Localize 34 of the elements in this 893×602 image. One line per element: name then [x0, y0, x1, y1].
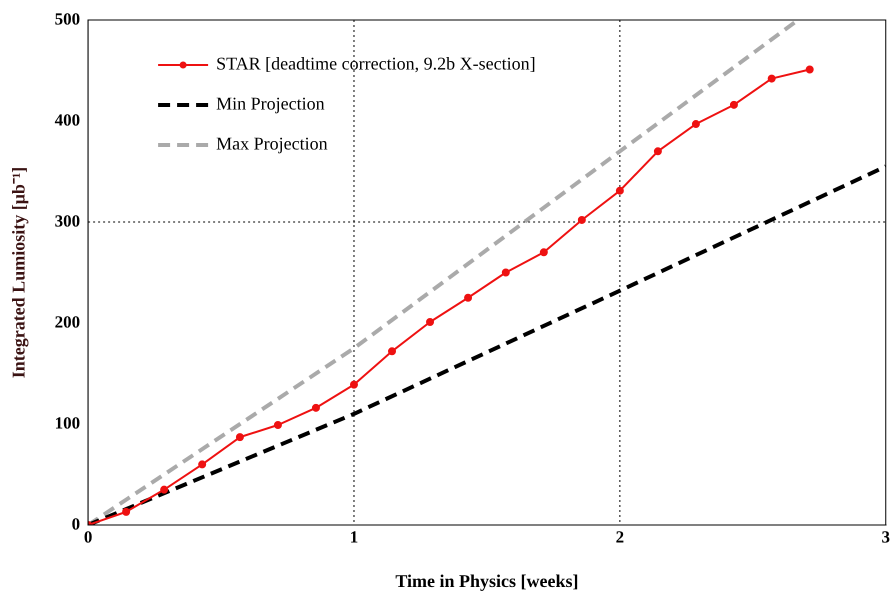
y-tick-label: 0: [72, 514, 80, 534]
point: [122, 508, 130, 516]
point: [274, 421, 282, 430]
point: [426, 318, 434, 326]
point: [388, 347, 396, 356]
point: [540, 248, 548, 256]
point: [198, 460, 206, 468]
y-tick-label: 500: [54, 9, 80, 28]
legend-label: Max Projection: [216, 134, 328, 154]
legend-label: Min Projection: [216, 94, 325, 114]
point: [768, 74, 776, 83]
point: [312, 404, 320, 412]
point: [160, 486, 168, 494]
point: [654, 147, 662, 156]
point: [236, 433, 244, 442]
x-tick-label: 2: [616, 528, 624, 547]
point: [350, 380, 358, 389]
point: [806, 65, 814, 74]
y-tick-label: 100: [54, 413, 80, 432]
y-tick-label: 200: [54, 312, 80, 332]
y-tick-label: 400: [54, 110, 80, 130]
point: [730, 100, 738, 109]
point: [692, 120, 700, 128]
point: [502, 268, 510, 276]
x-tick-label: 3: [882, 528, 890, 547]
legend-label: STAR [deadtime correction, 9.2b X-section]: [216, 54, 536, 74]
x-tick-label: 0: [84, 528, 92, 547]
point: [578, 216, 586, 224]
point: [616, 186, 624, 195]
y-tick-label: 300: [54, 211, 80, 230]
y-axis-title: Integrated Lumiosity [μb⁻¹]: [8, 166, 28, 378]
x-tick-label: 1: [350, 528, 358, 547]
x-axis-title: Time in Physics [weeks]: [395, 570, 579, 591]
point: [464, 294, 472, 302]
